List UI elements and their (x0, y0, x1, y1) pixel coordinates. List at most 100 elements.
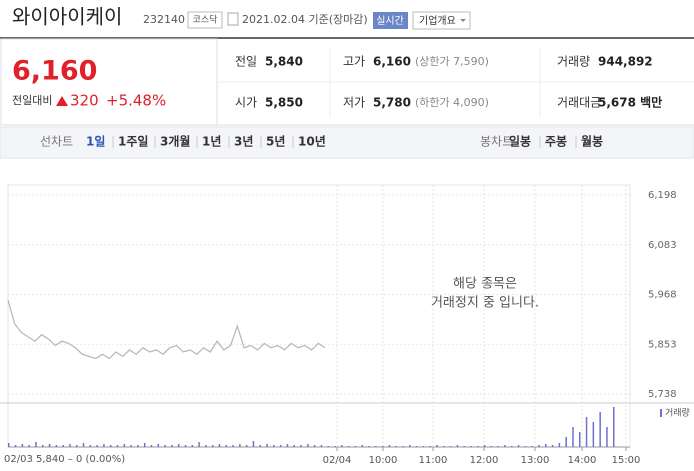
volume-bar (395, 446, 397, 447)
change-rate: +5.48% (106, 92, 166, 110)
company-button[interactable] (412, 11, 471, 30)
stat-label: 거래대금 (557, 96, 601, 110)
x-tick-label: 10:00 (369, 455, 398, 466)
volume-bar (545, 444, 547, 447)
realtime-button[interactable] (373, 12, 408, 29)
stat-label: 거래량 (557, 55, 590, 69)
stat-value: 944,892 (598, 55, 653, 69)
date-label: 2021.02.04 기준(장마감) (242, 13, 368, 26)
volume-bar (109, 445, 112, 447)
volume-bar (572, 427, 574, 447)
volume-bar (585, 417, 588, 447)
volume-bar (368, 446, 370, 447)
volume-bar (164, 445, 166, 447)
volume-bar (429, 446, 431, 447)
stat-label: 시가 (235, 96, 257, 110)
realtime-label[interactable]: 실시간 (376, 15, 404, 27)
volume-bar (538, 445, 540, 447)
price: 6,160 (12, 56, 97, 87)
volume-bar (579, 432, 581, 447)
y-tick-label: 5,853 (648, 339, 677, 350)
stat-extra: (상한가 7,590) (415, 55, 489, 68)
volume-bar (143, 443, 146, 447)
volume-bar (28, 445, 30, 447)
volume-bar (504, 445, 506, 447)
volume-bar (171, 445, 173, 447)
candle-tab[interactable]: 월봉 (581, 134, 603, 149)
period-tab[interactable]: 3개월 (160, 134, 190, 149)
stat-label: 고가 (343, 55, 365, 69)
volume-bar (286, 444, 289, 447)
volume-bar (477, 446, 479, 447)
volume-bar (252, 441, 255, 447)
volume-bar (524, 446, 527, 447)
up-arrow (56, 96, 68, 106)
volume-bar (123, 444, 126, 447)
period-tab[interactable]: 10년 (298, 135, 326, 149)
dropdown-arrow (460, 19, 466, 22)
price-box (0, 38, 218, 126)
market-label: 코스닥 (193, 15, 218, 26)
period-tab[interactable]: 1일 (86, 135, 105, 149)
period-tab[interactable]: 1주일 (118, 135, 148, 149)
volume-bar (334, 446, 336, 447)
plot-frame (7, 184, 631, 448)
period-tab[interactable]: 5년 (266, 135, 285, 149)
volume-bar (198, 442, 200, 447)
y-tick-label: 5,738 (648, 389, 677, 400)
volume-bar (354, 446, 357, 447)
volume-bar (388, 445, 391, 447)
volume-bar (75, 445, 78, 447)
line-chart-label: 선차트 (40, 135, 73, 149)
tab-bar (0, 126, 694, 159)
volume-bar (116, 445, 119, 447)
volume-bar (409, 445, 411, 447)
volume-bar (613, 407, 615, 447)
x-tick-label: 12:00 (470, 455, 499, 466)
change: 320 (70, 92, 99, 110)
candle-tab[interactable]: 주봉 (545, 135, 567, 149)
volume-bar (422, 446, 425, 447)
company-label[interactable]: 기업개요 (419, 14, 456, 27)
volume-bar (279, 445, 282, 447)
notice-line: 거래정지 중 입니다. (431, 296, 539, 311)
period-tab[interactable]: 3년 (234, 135, 253, 149)
volume-bar (177, 444, 180, 447)
volume-bar (266, 444, 268, 447)
volume-bar (21, 444, 24, 447)
y-tick-label: 5,968 (648, 290, 677, 301)
volume-bar (565, 437, 567, 447)
candle-tab[interactable]: 일봉 (509, 135, 531, 149)
volume-bar (130, 445, 132, 447)
stat-label: 저가 (343, 96, 365, 110)
period-tab[interactable]: 1년 (202, 135, 221, 149)
volume-bar (307, 444, 309, 447)
volume-bar (8, 443, 10, 447)
stock-title: 와이아이케이 (12, 5, 122, 29)
y-tick-label: 6,083 (648, 240, 677, 251)
volume-bar (103, 444, 105, 447)
tabs: 1일 1주일 3개월 1년 3년 5년 10년 일봉 주봉 월봉 (86, 134, 603, 149)
volume-bar (273, 445, 275, 447)
volume-bar (48, 444, 51, 447)
volume-bar (551, 445, 554, 447)
volume-bar (41, 445, 44, 447)
volume-bar (82, 443, 85, 447)
x-tick-label: 11:00 (419, 455, 448, 466)
volume-bar (599, 412, 601, 447)
volume-bar (606, 427, 608, 447)
volume-legend-swatch (660, 409, 662, 417)
volume-bar (232, 445, 234, 447)
volume-bar (449, 446, 452, 447)
volume-bar (35, 442, 37, 447)
volume-legend: 거래량 (665, 407, 690, 419)
volume-bar (225, 445, 228, 447)
volume-bar (443, 446, 445, 447)
volume-bar (415, 446, 418, 447)
volume-bar (14, 445, 17, 447)
volume-bar (300, 445, 302, 447)
stat-extra: (하한가 4,090) (415, 95, 489, 109)
volume-bar (259, 445, 262, 447)
volume-bar (313, 445, 316, 447)
